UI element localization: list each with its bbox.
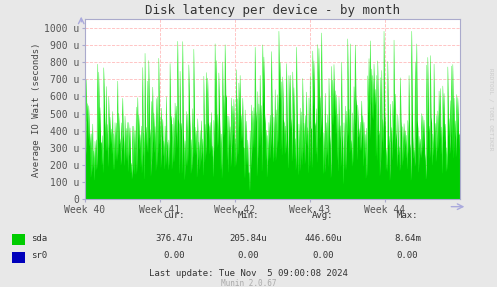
Text: 8.64m: 8.64m (394, 234, 421, 243)
Text: Last update: Tue Nov  5 09:00:08 2024: Last update: Tue Nov 5 09:00:08 2024 (149, 269, 348, 278)
Title: Disk latency per device - by month: Disk latency per device - by month (145, 4, 400, 17)
Text: 0.00: 0.00 (163, 251, 185, 260)
Text: Min:: Min: (238, 211, 259, 220)
Text: Avg:: Avg: (312, 211, 334, 220)
Y-axis label: Average IO Wait (seconds): Average IO Wait (seconds) (32, 42, 41, 177)
Text: 205.84u: 205.84u (230, 234, 267, 243)
Text: 0.00: 0.00 (397, 251, 418, 260)
Text: Munin 2.0.67: Munin 2.0.67 (221, 279, 276, 287)
Text: Max:: Max: (397, 211, 418, 220)
Text: 0.00: 0.00 (312, 251, 334, 260)
Text: sr0: sr0 (31, 251, 47, 260)
Text: 0.00: 0.00 (238, 251, 259, 260)
Text: 376.47u: 376.47u (155, 234, 193, 243)
Text: RRDTOOL / TOBI OETIKER: RRDTOOL / TOBI OETIKER (489, 68, 494, 150)
Text: 446.60u: 446.60u (304, 234, 342, 243)
Text: Cur:: Cur: (163, 211, 185, 220)
Text: sda: sda (31, 234, 47, 243)
